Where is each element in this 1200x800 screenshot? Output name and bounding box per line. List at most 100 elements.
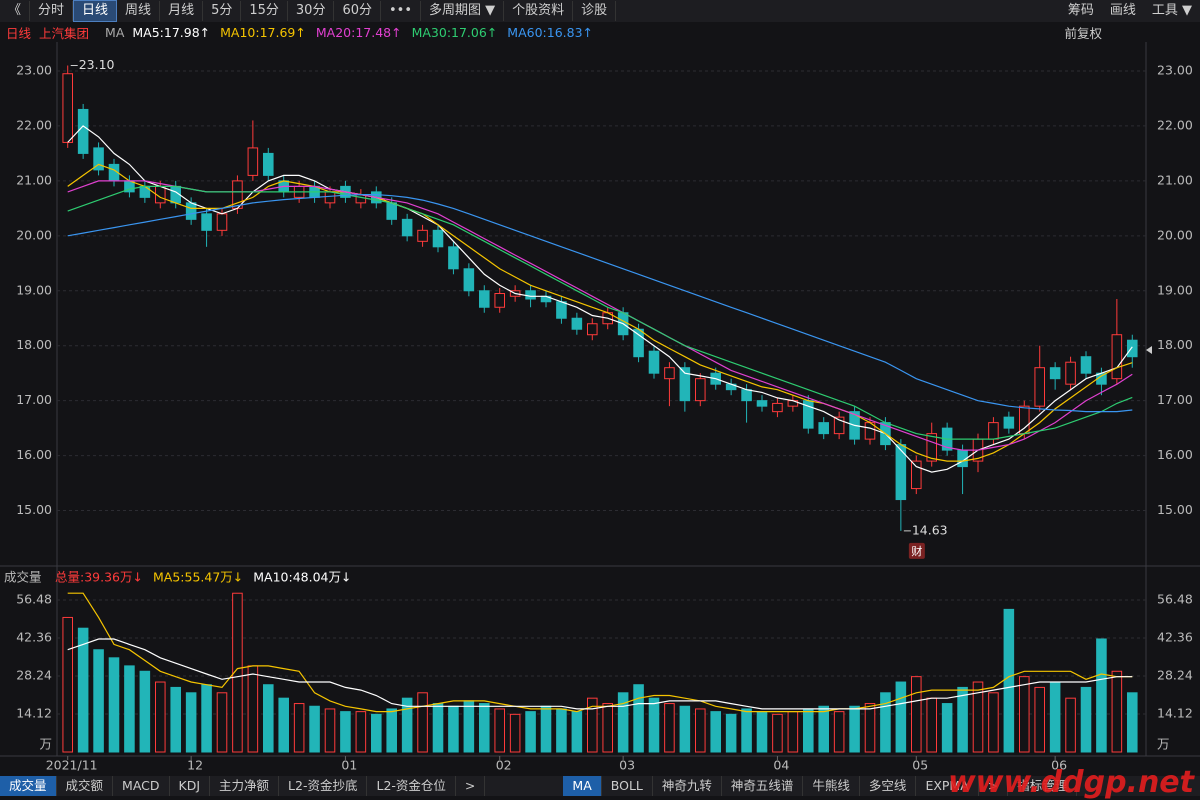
volume-bar bbox=[495, 709, 505, 752]
y-tick-label-right: 56.48 bbox=[1157, 592, 1193, 607]
tab[interactable]: 神奇五线谱 bbox=[722, 776, 804, 796]
volume-bar bbox=[834, 712, 844, 752]
volume-bar bbox=[989, 693, 999, 752]
tab[interactable]: > bbox=[456, 776, 485, 796]
volume-bar bbox=[202, 685, 212, 752]
volume-bar bbox=[125, 666, 135, 752]
volume-bar bbox=[572, 712, 582, 752]
candle-body bbox=[186, 203, 196, 219]
volume-bar bbox=[279, 698, 289, 752]
volume-bar bbox=[1066, 698, 1076, 752]
tab[interactable]: 成交额 bbox=[57, 776, 114, 796]
volume-bar bbox=[649, 698, 659, 752]
volume-bar bbox=[804, 709, 814, 752]
candle-body bbox=[356, 195, 366, 203]
candle-body bbox=[464, 269, 474, 291]
tab[interactable]: MA bbox=[563, 776, 601, 796]
tab[interactable]: BOLL bbox=[602, 776, 653, 796]
candle-body bbox=[773, 403, 783, 411]
candle-body bbox=[449, 247, 459, 269]
volume-legend: MA10:48.04万↓ bbox=[253, 570, 351, 585]
y-tick-label-right: 23.00 bbox=[1157, 62, 1193, 77]
y-tick-label: 22.00 bbox=[16, 117, 52, 132]
candle-body bbox=[588, 324, 598, 335]
tab[interactable]: L2-资金抄底 bbox=[279, 776, 367, 796]
candle-body bbox=[989, 423, 999, 439]
y-tick-label: 23.00 bbox=[16, 62, 52, 77]
volume-bar bbox=[541, 706, 551, 752]
volume-bar bbox=[881, 693, 891, 752]
candle-body bbox=[202, 214, 212, 230]
volume-bar bbox=[140, 671, 150, 752]
volume-bar bbox=[1097, 639, 1107, 752]
tab-spacer bbox=[485, 776, 563, 796]
volume-bar bbox=[464, 701, 474, 752]
volume-bar bbox=[217, 693, 227, 752]
candle-body bbox=[757, 401, 767, 406]
candle-body bbox=[1081, 357, 1091, 373]
candle-body bbox=[912, 461, 922, 488]
high-label: 23.10 bbox=[79, 57, 115, 72]
y-tick-label-right: 19.00 bbox=[1157, 282, 1193, 297]
candle-body bbox=[557, 302, 567, 318]
tab[interactable]: MACD bbox=[113, 776, 169, 796]
volume-legend: MA5:55.47万↓ bbox=[153, 570, 243, 585]
volume-bar bbox=[248, 666, 258, 752]
unit-label: 万 bbox=[39, 737, 52, 752]
candle-body bbox=[264, 153, 274, 175]
y-tick-label-right: 42.36 bbox=[1157, 630, 1193, 645]
y-tick-label: 14.12 bbox=[16, 706, 52, 721]
volume-bar bbox=[526, 712, 536, 752]
y-tick-label-right: 18.00 bbox=[1157, 337, 1193, 352]
x-tick-label: 01 bbox=[341, 758, 357, 773]
candle-body bbox=[634, 329, 644, 356]
candle-body bbox=[387, 203, 397, 219]
y-tick-label: 19.00 bbox=[16, 282, 52, 297]
tab[interactable]: L2-资金仓位 bbox=[367, 776, 455, 796]
tab[interactable]: 多空线 bbox=[860, 776, 917, 796]
tab[interactable]: KDJ bbox=[170, 776, 211, 796]
y-tick-label: 15.00 bbox=[16, 502, 52, 517]
y-tick-label-right: 20.00 bbox=[1157, 227, 1193, 242]
candle-body bbox=[1020, 406, 1030, 433]
volume-bar bbox=[912, 677, 922, 752]
x-tick-label: 2021/11 bbox=[46, 758, 98, 773]
y-tick-label: 42.36 bbox=[16, 630, 52, 645]
y-tick-label: 16.00 bbox=[16, 447, 52, 462]
volume-bar bbox=[310, 706, 320, 752]
candle-body bbox=[248, 148, 258, 175]
volume-bar bbox=[294, 704, 304, 752]
volume-bar bbox=[696, 709, 706, 752]
volume-bar bbox=[773, 714, 783, 752]
y-tick-label: 20.00 bbox=[16, 227, 52, 242]
y-tick-label-right: 15.00 bbox=[1157, 502, 1193, 517]
volume-bar bbox=[264, 685, 274, 752]
candle-body bbox=[418, 230, 428, 241]
volume-bar bbox=[1128, 693, 1138, 752]
volume-bar bbox=[711, 712, 721, 752]
volume-bar bbox=[603, 704, 613, 752]
tab[interactable]: 主力净额 bbox=[210, 776, 279, 796]
y-tick-label-right: 17.00 bbox=[1157, 392, 1193, 407]
unit-label-right: 万 bbox=[1157, 737, 1170, 752]
candle-body bbox=[1128, 340, 1138, 356]
candle-body bbox=[526, 291, 536, 299]
tab[interactable]: 神奇九转 bbox=[653, 776, 722, 796]
volume-bar bbox=[63, 617, 73, 752]
volume-bar bbox=[942, 704, 952, 752]
tab[interactable]: 牛熊线 bbox=[803, 776, 860, 796]
candle-body bbox=[1050, 368, 1060, 379]
watermark: www.ddgp.net bbox=[948, 765, 1194, 800]
candle-body bbox=[140, 186, 150, 197]
low-label: 14.63 bbox=[912, 522, 948, 537]
candle-body bbox=[1066, 362, 1076, 384]
volume-bar bbox=[958, 687, 968, 752]
volume-bar bbox=[186, 693, 196, 752]
volume-bar bbox=[634, 685, 644, 752]
y-tick-label: 18.00 bbox=[16, 337, 52, 352]
tab[interactable]: 成交量 bbox=[0, 776, 57, 796]
volume-bar bbox=[557, 709, 567, 752]
volume-bar bbox=[156, 682, 166, 752]
volume-bar bbox=[1050, 682, 1060, 752]
